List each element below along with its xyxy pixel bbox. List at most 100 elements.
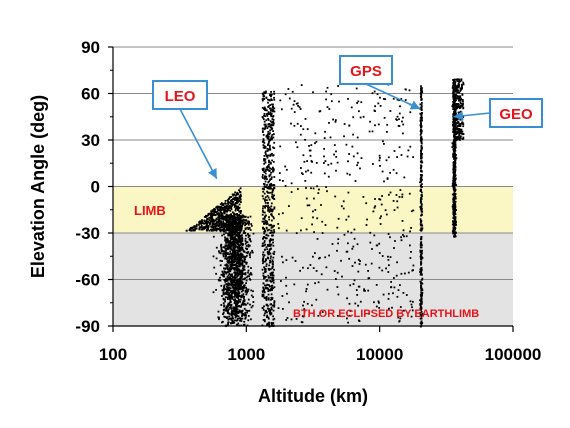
data-point (236, 303, 239, 306)
data-point (210, 229, 213, 232)
data-point (387, 292, 390, 295)
data-point (239, 310, 242, 313)
data-point (234, 246, 237, 249)
y-tick-label: 30 (81, 131, 100, 150)
data-point (230, 314, 233, 317)
data-point (278, 179, 281, 181)
data-point (237, 258, 240, 261)
data-point (239, 275, 242, 278)
data-point (202, 227, 204, 230)
data-point (458, 132, 461, 135)
data-point (334, 120, 337, 123)
data-point (267, 293, 270, 296)
data-point (313, 231, 315, 233)
data-point (234, 202, 237, 204)
data-point (381, 195, 383, 197)
data-point (226, 296, 229, 299)
data-point (232, 224, 235, 226)
data-point (219, 264, 222, 267)
data-point (224, 291, 227, 294)
data-point (284, 93, 287, 96)
data-point (246, 302, 249, 305)
data-point (232, 240, 234, 243)
data-point (239, 252, 242, 255)
data-point (420, 130, 423, 132)
data-point (226, 279, 229, 282)
data-point (228, 245, 231, 247)
data-point (218, 213, 221, 216)
data-point (227, 308, 230, 311)
data-point (302, 128, 305, 131)
data-point (235, 221, 237, 224)
data-point (272, 188, 275, 190)
data-point (412, 156, 414, 158)
data-point (269, 272, 272, 275)
data-point (420, 263, 422, 266)
data-point (369, 241, 372, 244)
data-point (233, 313, 236, 316)
data-point (236, 266, 238, 268)
data-point (308, 145, 310, 147)
data-point (242, 214, 244, 217)
data-point (232, 238, 235, 241)
data-point (232, 227, 235, 230)
data-point (225, 237, 227, 240)
data-point (352, 155, 355, 158)
data-point (267, 136, 269, 138)
data-point (452, 121, 455, 123)
data-point (271, 287, 273, 290)
data-point (457, 95, 460, 98)
data-point (290, 318, 293, 321)
data-point (216, 208, 219, 211)
data-point (271, 99, 273, 101)
data-point (346, 250, 349, 253)
data-point (228, 196, 231, 199)
data-point (239, 212, 242, 215)
data-point (282, 308, 284, 310)
data-point (313, 197, 315, 200)
data-point (244, 261, 247, 264)
data-point (227, 209, 230, 211)
data-point (461, 84, 463, 87)
y-axis-title: Elevation Angle (deg) (28, 95, 48, 278)
data-point (215, 225, 218, 227)
data-point (228, 228, 231, 231)
data-point (233, 228, 236, 231)
data-point (245, 234, 247, 237)
data-point (363, 288, 365, 291)
data-point (270, 229, 273, 232)
data-point (367, 289, 370, 292)
data-point (238, 282, 241, 284)
data-point (398, 112, 401, 115)
data-point (460, 86, 463, 88)
data-point (238, 220, 241, 223)
data-point (206, 218, 208, 220)
data-point (454, 110, 456, 113)
data-point (421, 224, 424, 227)
data-point (238, 257, 241, 260)
data-point (323, 162, 325, 164)
data-point (243, 284, 246, 287)
data-point (346, 297, 348, 300)
data-point (270, 95, 272, 98)
data-point (378, 242, 381, 245)
data-point (262, 169, 264, 172)
data-point (229, 261, 232, 264)
data-point (225, 224, 227, 227)
data-point (457, 86, 460, 89)
data-point (297, 188, 299, 190)
data-point (221, 270, 224, 273)
data-point (265, 134, 268, 137)
data-point (326, 190, 328, 193)
data-point (353, 228, 356, 231)
data-point (230, 322, 232, 324)
data-point (220, 249, 223, 251)
data-point (265, 304, 268, 307)
data-point (460, 105, 463, 108)
data-point (420, 123, 422, 125)
data-point (420, 131, 423, 134)
data-point (244, 273, 247, 276)
data-point (453, 154, 456, 157)
data-point (296, 122, 299, 125)
data-point (225, 219, 228, 221)
